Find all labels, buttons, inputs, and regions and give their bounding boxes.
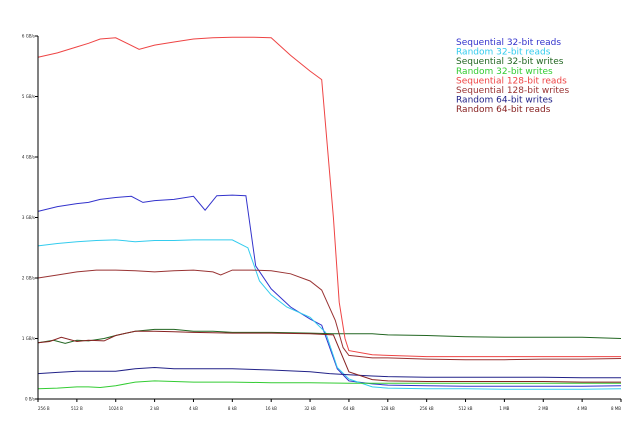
x-tick-label: 16 kB [265, 406, 277, 411]
series-line-5 [37, 36, 621, 358]
x-tick-label: 256 B [38, 406, 50, 411]
series-line-8 [37, 330, 621, 383]
x-tick-label: 1 MB [499, 406, 509, 411]
x-tick-label: 64 kB [343, 406, 355, 411]
x-tick-label: 8 kB [228, 406, 237, 411]
legend-entry-6: Sequential 128-bit writes [456, 86, 569, 96]
series-line-7 [37, 366, 621, 379]
x-tick-label: 512 kB [459, 406, 473, 411]
legend-entry-3: Sequential 32-bit writes [456, 57, 564, 67]
series-line-6 [37, 269, 622, 361]
x-tick-label: 512 B [71, 406, 83, 411]
series-lines [37, 36, 622, 390]
series-line-4 [37, 380, 621, 390]
y-tick-label: 5 GB/s [22, 94, 35, 99]
x-tick-label: 128 kB [381, 406, 395, 411]
legend-entry-7: Random 64-bit writes [456, 96, 553, 106]
x-tick-label: 4 kB [189, 406, 198, 411]
x-tick-label: 8 MB [611, 406, 621, 411]
legend-entry-8: Random 64-bit reads [456, 105, 551, 115]
legend-entry-5: Sequential 128-bit reads [456, 76, 567, 86]
series-line-3 [37, 328, 622, 344]
y-tick-label: 0 B/s [25, 397, 35, 402]
x-tick-label: 1024 B [109, 406, 123, 411]
legend-entry-1: Sequential 32-bit reads [456, 38, 561, 48]
x-tick-label: 2 MB [538, 406, 548, 411]
y-axis-ticks: 0 B/s 1 GB/s 2 GB/s 3 GB/s 4 GB/s 5 GB/s 6 GB/… [22, 34, 38, 402]
x-tick-label: 4 MB [577, 406, 587, 411]
x-tick-label: 256 kB [420, 406, 434, 411]
y-tick-label: 2 GB/s [22, 276, 35, 281]
y-tick-label: 6 GB/s [22, 34, 35, 39]
x-axis-ticks: 256 B 512 B 1024 B 2 kB 4 kB 8 kB 16 kB 32 kB 64… [37, 399, 622, 411]
series-line-1 [37, 194, 622, 387]
x-tick-label: 32 kB [304, 406, 316, 411]
legend-entry-2: Random 32-bit reads [456, 48, 551, 58]
y-tick-label: 3 GB/s [22, 215, 35, 220]
legend-entry-4: Random 32-bit writes [456, 67, 553, 77]
series-line-2 [37, 239, 622, 390]
y-tick-label: 1 GB/s [22, 336, 35, 341]
y-tick-label: 4 GB/s [22, 155, 35, 160]
x-tick-label: 2 kB [150, 406, 159, 411]
